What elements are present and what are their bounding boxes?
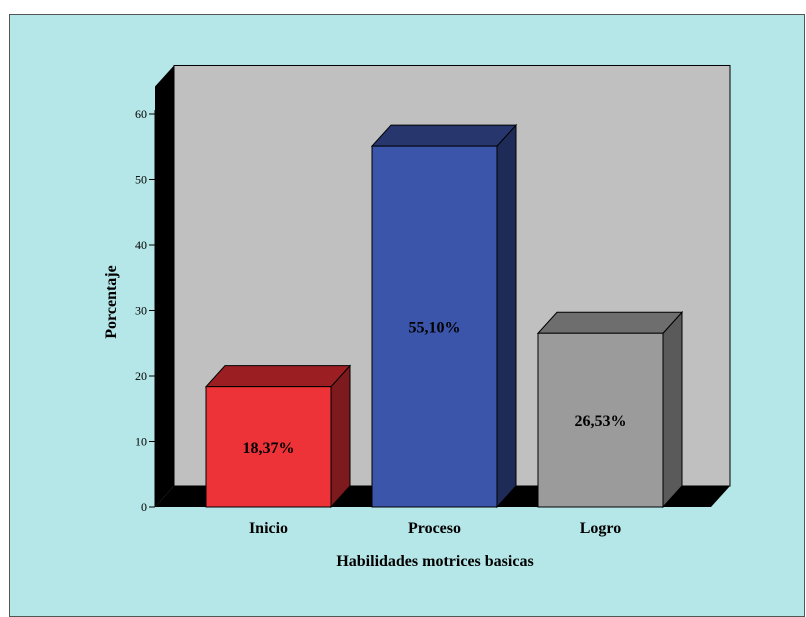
- bar-inicio: 18,37%: [204, 364, 352, 509]
- y-tick-label: 60: [135, 107, 147, 121]
- bar-side: [496, 123, 517, 509]
- x-axis: Inicio Proceso Logro: [249, 520, 621, 537]
- x-tick-label: Proceso: [408, 520, 461, 537]
- bar-top: [370, 124, 518, 147]
- x-axis-label: Habilidades motrices basicas: [336, 553, 533, 570]
- y-axis-label: Porcentaje: [103, 265, 120, 338]
- side-wall: [155, 65, 174, 508]
- x-tick-label: Inicio: [249, 520, 288, 537]
- bar-front: [371, 145, 498, 508]
- y-tick-label: 30: [135, 304, 147, 318]
- data-label: 55,10%: [409, 320, 461, 337]
- y-tick-label: 20: [135, 369, 147, 383]
- y-tick-label: 40: [135, 238, 147, 252]
- y-tick-label: 0: [141, 500, 147, 514]
- x-tick-label: Logro: [580, 520, 621, 537]
- bars: 18,37% 55,10% 26,53%: [204, 123, 684, 509]
- bar-side: [662, 310, 683, 509]
- data-label: 18,37%: [243, 440, 295, 457]
- bar-proceso: 55,10%: [370, 123, 518, 509]
- y-axis: 0 10 20 30 40 50 60: [135, 107, 156, 514]
- bar-front: [205, 386, 332, 508]
- bar-top: [204, 365, 352, 388]
- bar-top: [536, 311, 684, 334]
- data-label: 26,53%: [575, 413, 627, 430]
- y-tick-label: 50: [135, 173, 147, 187]
- bar-front: [537, 332, 664, 508]
- bar-side: [330, 364, 351, 509]
- y-tick-label: 10: [135, 435, 147, 449]
- bar-logro: 26,53%: [536, 310, 684, 509]
